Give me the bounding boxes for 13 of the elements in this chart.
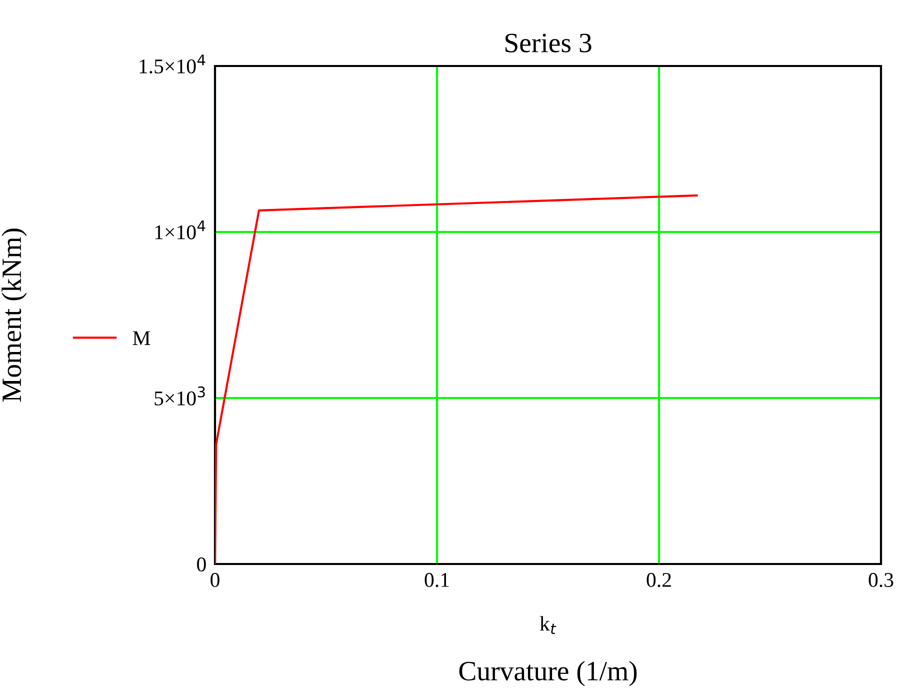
x-tick-label: 0 [210, 572, 220, 587]
x-axis-title: k$_{t}$ [540, 616, 556, 634]
x-tick-label: 0.3 [868, 572, 894, 588]
y-axis-title: Moment (kNm) [2, 228, 27, 402]
y-tick-label: 1×10$^{4}$ [155, 220, 206, 240]
text: Curvature (1/m) [459, 660, 637, 686]
legend-label: M [132, 331, 150, 345]
y-tick-label: 0 [197, 557, 206, 572]
x-tick-label: 0.1 [424, 572, 449, 588]
y-tick-label: 1.5×10$^{4}$ [140, 54, 206, 74]
x-tick-label: 0.2 [646, 572, 671, 588]
chart-title: Series 3 [506, 34, 592, 52]
y-tick-label: 5×10$^{3}$ [154, 386, 205, 406]
